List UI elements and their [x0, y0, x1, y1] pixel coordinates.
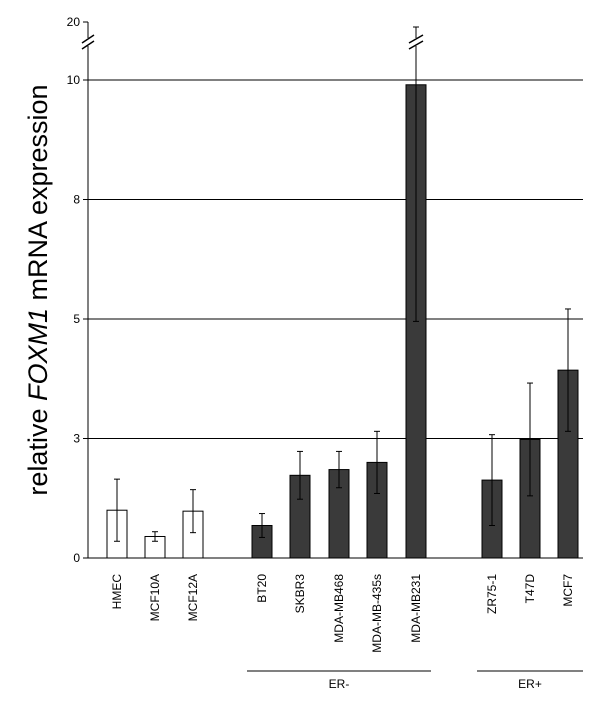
category-label: ZR75-1 — [485, 574, 499, 614]
error-bars — [114, 26, 571, 542]
bars — [106, 84, 579, 559]
category-label: MCF12A — [186, 574, 200, 621]
y-axis-label-part: FOXM1 — [23, 308, 53, 401]
y-axis: 0 3 5 8 10 20 — [67, 15, 583, 565]
category-label: SKBR3 — [293, 574, 307, 614]
y-axis-label: relative FOXM1 mRNA expression — [23, 84, 53, 495]
category-labels: HMEC MCF10A MCF12A BT20 SKBR3 MDA-MB468 MDA-MB… — [110, 574, 575, 653]
y-tick-label: 20 — [67, 15, 81, 29]
group-label: ER- — [329, 677, 350, 691]
y-tick-label: 0 — [73, 551, 80, 565]
category-label: BT20 — [255, 574, 269, 603]
category-label: MDA-MB231 — [409, 574, 423, 643]
y-axis-label-part: relative — [23, 401, 53, 496]
group-labels: ER- ER+ — [247, 670, 583, 691]
y-tick-label: 5 — [73, 312, 80, 326]
category-label: HMEC — [110, 574, 124, 610]
category-label: MCF7 — [561, 574, 575, 607]
category-label: T47D — [523, 574, 537, 604]
y-tick-label: 10 — [67, 73, 81, 87]
error-break-mark — [408, 34, 424, 44]
y-tick-label: 8 — [73, 193, 80, 207]
axis-break-mark — [81, 34, 95, 44]
y-axis-label-part: mRNA expression — [23, 84, 53, 308]
y-tick-label: 3 — [73, 432, 80, 446]
group-label: ER+ — [518, 677, 542, 691]
category-label: MDA-MB-435s — [370, 574, 384, 653]
category-label: MCF10A — [148, 574, 162, 621]
gridlines — [88, 79, 583, 439]
axis-break-mark — [81, 40, 95, 50]
error-break-mark — [408, 40, 424, 50]
category-label: MDA-MB468 — [332, 574, 346, 643]
